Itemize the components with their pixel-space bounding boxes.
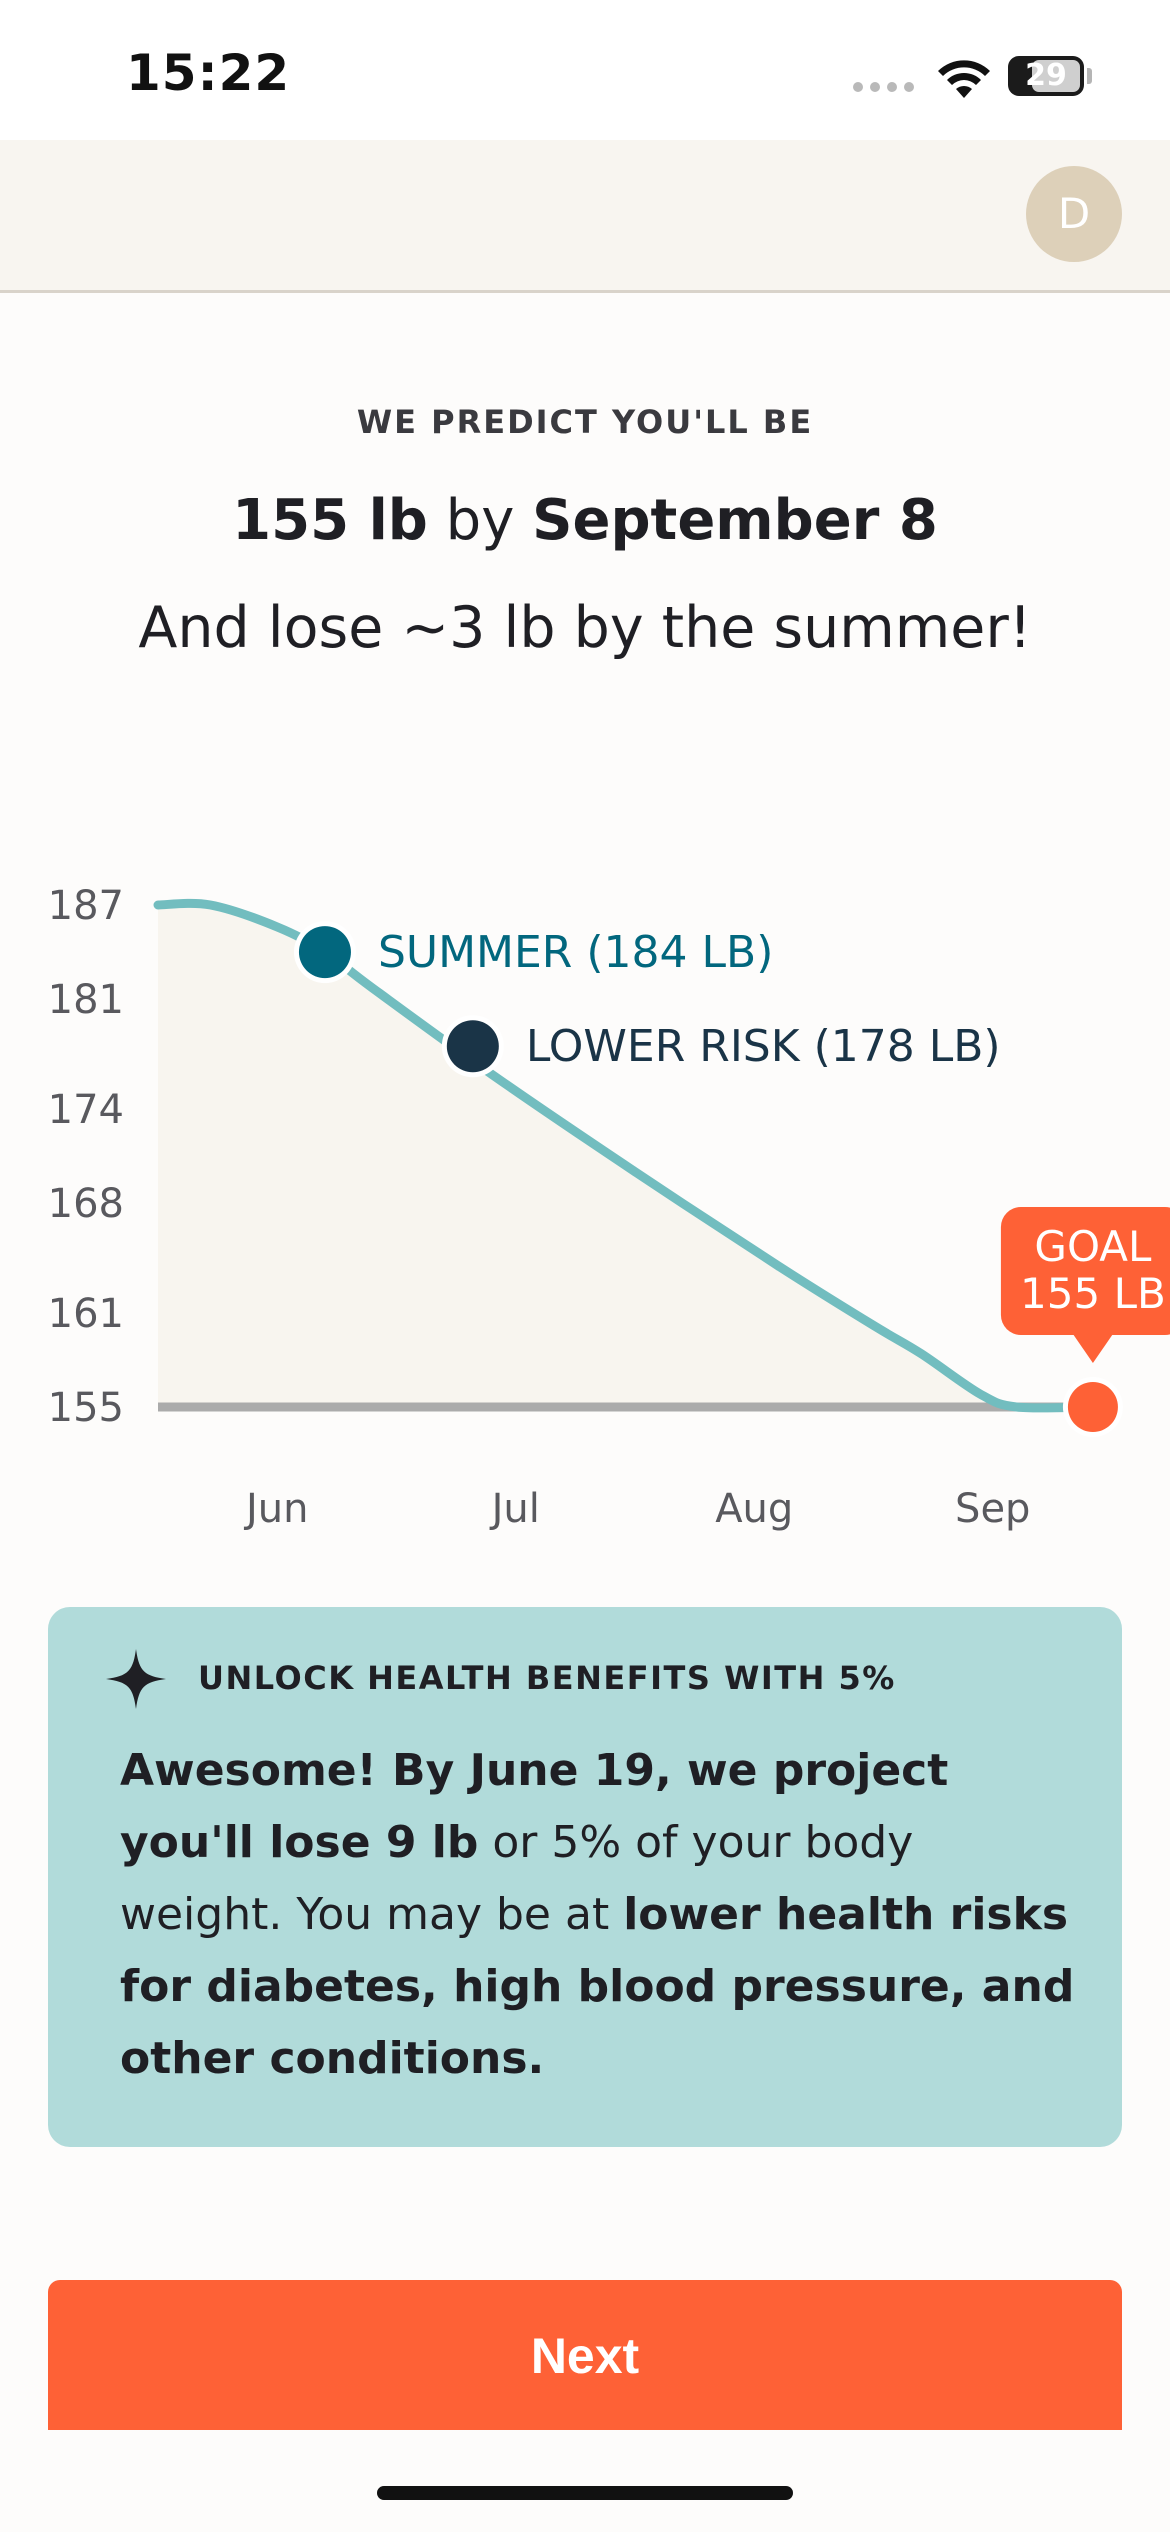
goal-bubble xyxy=(1000,1207,1170,1335)
next-button[interactable]: Next xyxy=(48,2280,1122,2430)
milestone-label: SUMMER (184 LB) xyxy=(378,927,773,978)
top-bar: D xyxy=(0,140,1170,293)
x-tick-label: Jul xyxy=(489,1486,540,1532)
card-body-bold-1: Awesome! By June 19, we project you'll l… xyxy=(120,1745,949,1868)
milestone-marker xyxy=(446,1020,499,1073)
prediction-by: by xyxy=(445,488,515,553)
goal-marker xyxy=(1067,1382,1118,1432)
summer-prediction: And lose ~3 lb by the summer! xyxy=(138,595,1032,661)
goal-label: 155 LB xyxy=(1020,1269,1166,1318)
health-benefits-card: UNLOCK HEALTH BENEFITS WITH 5% Awesome! … xyxy=(48,1607,1122,2147)
battery-icon: 29 xyxy=(1008,56,1084,96)
home-indicator xyxy=(377,2486,793,2500)
prediction-eyebrow: WE PREDICT YOU'LL BE xyxy=(356,403,814,441)
predicted-date: September 8 xyxy=(532,488,938,553)
battery-level-text: 29 xyxy=(1025,58,1067,93)
predicted-weight: 155 lb xyxy=(232,488,428,553)
card-title: UNLOCK HEALTH BENEFITS WITH 5% xyxy=(198,1659,896,1697)
status-bar: 15:22 29 xyxy=(0,0,1170,140)
y-tick-label: 155 xyxy=(48,1385,124,1431)
y-tick-label: 187 xyxy=(48,883,124,929)
y-tick-label: 181 xyxy=(48,977,124,1023)
avatar[interactable]: D xyxy=(1026,166,1122,262)
y-tick-label: 174 xyxy=(48,1087,124,1133)
milestone-marker xyxy=(298,926,351,979)
y-tick-label: 168 xyxy=(48,1181,124,1227)
goal-bubble-pointer xyxy=(1072,1334,1113,1363)
prediction-headline: 155 lb by September 8 xyxy=(0,488,1170,553)
goal-label: GOAL xyxy=(1034,1222,1152,1271)
wifi-icon xyxy=(938,60,990,98)
cellular-signal-icon xyxy=(853,82,914,92)
sparkle-icon xyxy=(106,1649,166,1709)
area-fill xyxy=(158,903,1089,1408)
x-tick-label: Sep xyxy=(955,1486,1030,1532)
card-body: Awesome! By June 19, we project you'll l… xyxy=(120,1735,1080,2095)
card-body-text: or 5% of your body weight. You may be at xyxy=(120,1817,914,1940)
battery-tip xyxy=(1087,68,1092,84)
weight-projection-chart: 187 181 174 168 161 155 Jun Jul Aug Sep SUMMER (18… xyxy=(48,883,1170,1532)
x-tick-label: Jun xyxy=(243,1486,309,1532)
card-body-bold-2: lower health risks for diabetes, high bl… xyxy=(120,1889,1075,2084)
status-time: 15:22 xyxy=(126,44,291,102)
series-line xyxy=(153,898,1093,1413)
milestone-label: LOWER RISK (178 LB) xyxy=(526,1021,1001,1072)
x-tick-label: Aug xyxy=(715,1486,793,1532)
y-tick-label: 161 xyxy=(48,1291,124,1337)
